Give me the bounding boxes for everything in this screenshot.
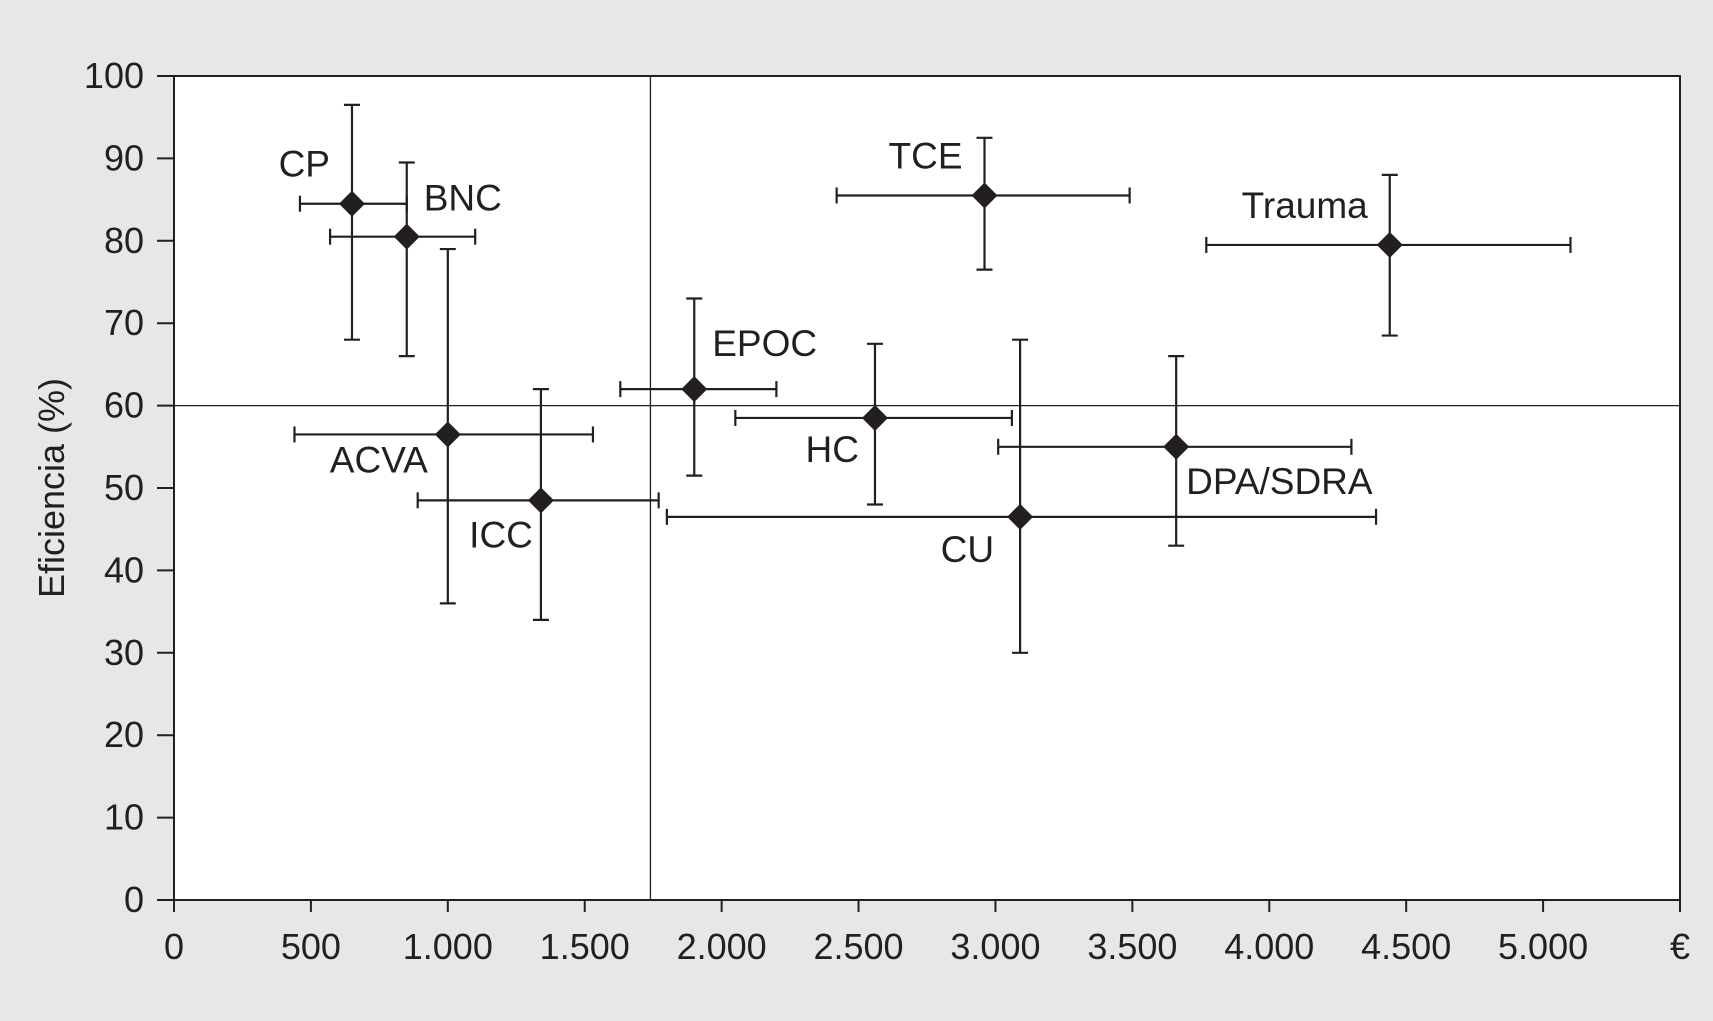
point-label: CU xyxy=(941,529,994,570)
diamond-marker xyxy=(861,404,888,431)
x-tick-label: 4.500 xyxy=(1361,926,1451,967)
x-tick-label: 3.000 xyxy=(950,926,1040,967)
diamond-marker xyxy=(1376,231,1403,258)
x-tick-label: 5.000 xyxy=(1498,926,1588,967)
x-tick-label: 2.500 xyxy=(813,926,903,967)
x-axis: 0 500 1.000 1.500 2.000 2.500 3.000 3.500 4.000 4… xyxy=(164,900,1681,967)
diamond-marker xyxy=(434,421,461,448)
diamond-marker xyxy=(1007,503,1034,530)
x-tick-label: 4.000 xyxy=(1224,926,1314,967)
x-tick-label: 0 xyxy=(164,926,184,967)
point-label: BNC xyxy=(424,178,502,219)
y-tick-label: 40 xyxy=(104,549,144,590)
plot-frame xyxy=(173,75,1681,901)
x-axis-unit: € xyxy=(1670,926,1690,967)
data-point-cu: CU xyxy=(665,338,1378,654)
diamond-marker xyxy=(971,182,998,209)
x-tick-label: 3.500 xyxy=(1087,926,1177,967)
diamond-marker xyxy=(338,190,365,217)
data-point-cp: CP xyxy=(279,103,408,341)
y-axis-title: Eficiencia (%) xyxy=(31,378,72,598)
point-label: ICC xyxy=(469,514,533,555)
x-tick-label: 500 xyxy=(281,926,341,967)
point-label: HC xyxy=(806,429,859,470)
y-tick-label: 100 xyxy=(84,55,144,96)
point-label: TCE xyxy=(889,135,963,176)
point-label: Trauma xyxy=(1242,185,1369,226)
y-tick-label: 80 xyxy=(104,220,144,261)
reference-lines xyxy=(174,76,1680,900)
x-tick-label: 2.000 xyxy=(677,926,767,967)
data-point-epoc: EPOC xyxy=(619,297,817,477)
data-point-dpa-sdra: DPA/SDRA xyxy=(997,355,1373,547)
y-tick-label: 10 xyxy=(104,797,144,838)
data-points: CP BNC ACVA ICC EPOC HC TCE CU DPA/SDRA Trauma xyxy=(279,103,1572,654)
point-label: ACVA xyxy=(330,439,428,480)
data-point-trauma: Trauma xyxy=(1205,173,1572,337)
y-tick-label: 20 xyxy=(104,714,144,755)
diamond-marker xyxy=(393,223,420,250)
point-label: DPA/SDRA xyxy=(1186,461,1373,502)
y-tick-label: 60 xyxy=(104,385,144,426)
y-tick-label: 90 xyxy=(104,137,144,178)
point-label: CP xyxy=(279,144,330,185)
y-tick-label: 0 xyxy=(124,879,144,920)
y-axis: 0 10 20 30 40 50 60 70 80 90 100 xyxy=(84,55,174,920)
x-tick-label: 1.000 xyxy=(403,926,493,967)
data-point-icc: ICC xyxy=(416,388,660,621)
data-point-bnc: BNC xyxy=(328,161,502,358)
point-label: EPOC xyxy=(712,323,817,364)
y-tick-label: 70 xyxy=(104,302,144,343)
diamond-marker xyxy=(527,487,554,514)
y-tick-label: 50 xyxy=(104,467,144,508)
data-point-hc: HC xyxy=(734,342,1013,506)
diamond-marker xyxy=(1163,433,1190,460)
data-point-tce: TCE xyxy=(835,135,1131,271)
diamond-marker xyxy=(681,376,708,403)
y-tick-label: 30 xyxy=(104,632,144,673)
x-tick-label: 1.500 xyxy=(540,926,630,967)
data-point-acva: ACVA xyxy=(293,247,595,605)
